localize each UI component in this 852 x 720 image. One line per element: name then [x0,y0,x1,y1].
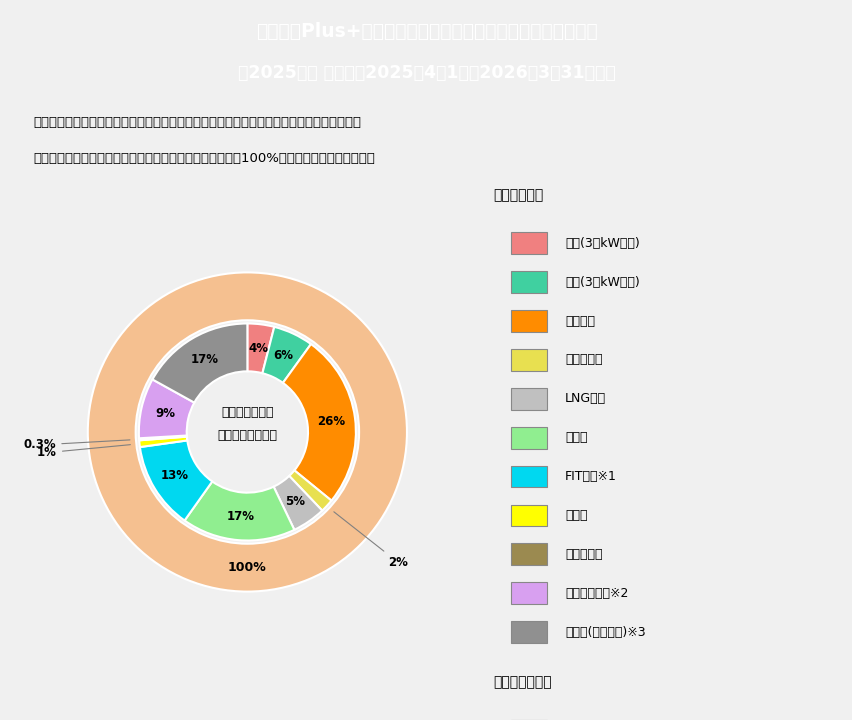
Text: 石油火力等: 石油火力等 [564,354,602,366]
Text: 100%: 100% [227,561,267,574]
Text: 水力(3万kW以上): 水力(3万kW以上) [564,237,639,250]
Text: 1%: 1% [37,445,130,459]
FancyBboxPatch shape [510,621,546,643]
Text: 17%: 17% [190,353,218,366]
Text: 卸電力取引所※2: 卸電力取引所※2 [564,587,628,600]
Text: 26%: 26% [317,415,345,428]
FancyBboxPatch shape [510,271,546,293]
FancyBboxPatch shape [510,466,546,487]
Text: ＜電源構成＞: ＜電源構成＞ [492,189,543,202]
Text: 17%: 17% [226,510,254,523]
Text: 0.3%: 0.3% [24,438,130,451]
Wedge shape [273,476,322,530]
Text: 6%: 6% [273,349,293,362]
Text: 内側：電源構成
外側：非化石証書: 内側：電源構成 外側：非化石証書 [217,406,277,442]
Wedge shape [140,441,212,521]
Wedge shape [139,379,194,438]
FancyBboxPatch shape [510,349,546,371]
Wedge shape [262,327,311,383]
Text: 4%: 4% [248,341,268,354]
FancyBboxPatch shape [510,310,546,332]
Text: 原子力: 原子力 [564,431,587,444]
Text: LNG火力: LNG火力 [564,392,606,405]
Wedge shape [139,436,187,447]
FancyBboxPatch shape [510,233,546,254]
FancyBboxPatch shape [510,505,546,526]
Wedge shape [247,323,274,373]
Text: ＜非化石証書＞: ＜非化石証書＞ [492,675,551,690]
Text: 水力(3万kW未満): 水力(3万kW未満) [564,276,639,289]
Text: 「再エネPlus+」の電源構成・非化石証書使用状況（電力量）: 「再エネPlus+」の電源構成・非化石証書使用状況（電力量） [256,22,596,40]
Wedge shape [139,436,187,441]
Wedge shape [88,272,406,592]
Text: を付与することにより、実質的に再生可能エネルギー電気100%の調達を実現しています。: を付与することにより、実質的に再生可能エネルギー電気100%の調達を実現していま… [33,152,375,165]
Text: ［2025年度 計画値（2025年4月1日～2026年3月31日）］: ［2025年度 計画値（2025年4月1日～2026年3月31日）］ [238,64,614,82]
Text: 9%: 9% [155,407,175,420]
FancyBboxPatch shape [510,427,546,449]
FancyBboxPatch shape [510,582,546,604]
FancyBboxPatch shape [510,388,546,410]
Text: 石炭火力: 石炭火力 [564,315,595,328]
Text: 5%: 5% [285,495,305,508]
Text: FIT電気※1: FIT電気※1 [564,470,616,483]
Text: 13%: 13% [161,469,189,482]
Wedge shape [289,470,331,510]
Wedge shape [153,323,247,402]
Text: 太陽光: 太陽光 [564,509,587,522]
Text: バイオマス: バイオマス [564,548,602,561]
Wedge shape [283,344,355,500]
Text: 本メニューの電源構成は下記のとおりですが、これに再生可能エネルギー指定の非化石証書: 本メニューの電源構成は下記のとおりですが、これに再生可能エネルギー指定の非化石証… [33,116,361,129]
Text: 2%: 2% [333,512,407,569]
Text: その他(揚水含む)※3: その他(揚水含む)※3 [564,626,645,639]
Wedge shape [184,482,294,541]
FancyBboxPatch shape [510,544,546,565]
